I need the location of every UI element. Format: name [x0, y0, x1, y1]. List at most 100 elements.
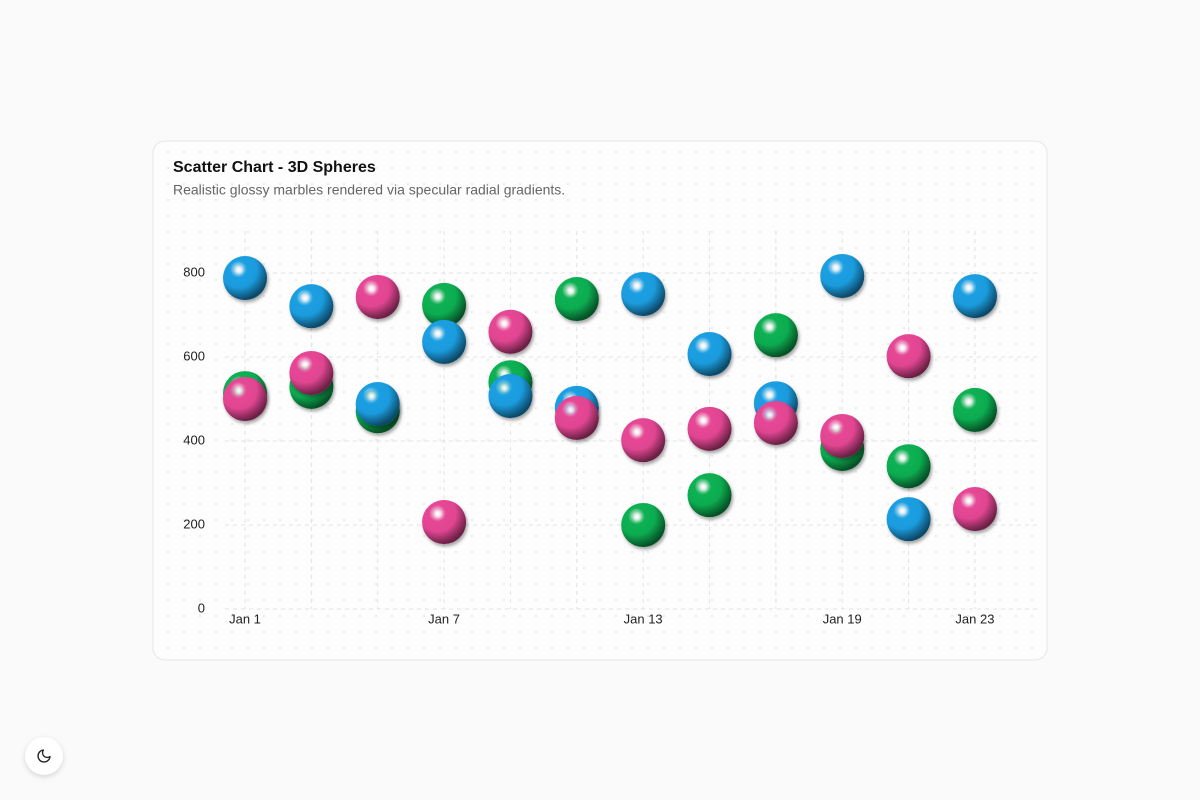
sphere-shade — [687, 332, 732, 377]
sphere-highlight — [632, 281, 643, 291]
sphere — [488, 309, 533, 354]
sphere-shade — [753, 313, 798, 358]
sphere-shade — [554, 395, 599, 440]
sphere-highlight — [764, 322, 775, 333]
sphere-shade — [952, 274, 997, 319]
sphere — [355, 274, 400, 319]
sphere-shade — [422, 319, 467, 364]
sphere — [355, 382, 400, 427]
sphere-highlight — [764, 409, 775, 420]
sphere-highlight — [366, 283, 377, 294]
theme-toggle[interactable] — [25, 737, 63, 775]
sphere-shade — [687, 473, 732, 518]
sphere — [952, 487, 997, 532]
sphere-highlight — [499, 318, 510, 329]
x-tick-label: Jan 7 — [428, 611, 460, 626]
sphere — [621, 503, 666, 547]
y-tick-label: 0 — [198, 600, 205, 615]
sphere — [820, 253, 865, 298]
sphere-shade — [753, 400, 798, 445]
sphere — [289, 350, 334, 395]
chart-title: Scatter Chart - 3D Spheres — [173, 159, 376, 176]
sphere-shade — [886, 444, 931, 489]
sphere-shade — [289, 350, 334, 395]
sphere — [952, 274, 997, 319]
sphere — [223, 377, 267, 421]
sphere — [621, 272, 666, 316]
y-tick-label: 400 — [183, 432, 205, 447]
sphere-highlight — [433, 291, 444, 302]
sphere — [621, 418, 666, 463]
sphere — [554, 277, 599, 322]
sphere — [687, 473, 732, 518]
sphere-highlight — [565, 286, 576, 297]
sphere-highlight — [234, 386, 244, 396]
sphere-shade — [223, 377, 267, 421]
sphere-shade — [422, 500, 467, 545]
sphere — [422, 319, 467, 364]
sphere-highlight — [897, 506, 908, 517]
y-tick-label: 800 — [183, 264, 205, 279]
sphere — [488, 374, 533, 419]
sphere-shade — [820, 413, 865, 458]
sphere-highlight — [565, 404, 576, 415]
sphere-highlight — [963, 396, 974, 407]
sphere-highlight — [764, 390, 775, 401]
sphere-highlight — [698, 482, 709, 493]
sphere — [886, 497, 931, 542]
sphere-highlight — [234, 265, 244, 276]
card-pattern — [154, 142, 1046, 659]
sphere-highlight — [963, 496, 974, 507]
sphere-shade — [886, 497, 931, 542]
sphere-highlight — [300, 293, 311, 304]
sphere-highlight — [698, 415, 709, 426]
sphere-highlight — [897, 343, 908, 354]
sphere-shade — [621, 503, 666, 547]
sphere — [753, 313, 798, 358]
x-tick-label: Jan 1 — [229, 611, 261, 626]
sphere — [886, 334, 931, 379]
sphere-highlight — [831, 262, 842, 273]
sphere-shade — [355, 274, 400, 319]
sphere-shade — [687, 406, 732, 451]
sphere-shade — [952, 387, 997, 432]
moon-icon — [37, 749, 51, 763]
sphere-shade — [488, 309, 533, 354]
sphere-shade — [223, 256, 267, 301]
x-tick-label: Jan 19 — [823, 611, 862, 626]
sphere-shade — [621, 272, 666, 316]
sphere-highlight — [433, 328, 444, 339]
sphere-highlight — [499, 383, 510, 394]
sphere — [554, 395, 599, 440]
sphere-highlight — [698, 341, 709, 352]
sphere — [422, 500, 467, 545]
y-tick-label: 200 — [183, 516, 205, 531]
sphere — [952, 387, 997, 432]
chart-subtitle: Realistic glossy marbles rendered via sp… — [173, 182, 565, 198]
sphere-shade — [621, 418, 666, 463]
sphere-highlight — [300, 359, 311, 370]
sphere-shade — [289, 284, 334, 329]
sphere-shade — [886, 334, 931, 379]
sphere-highlight — [632, 512, 643, 522]
sphere-shade — [820, 253, 865, 298]
sphere — [289, 284, 334, 329]
sphere — [753, 400, 798, 445]
sphere-highlight — [366, 391, 377, 402]
sphere — [820, 413, 865, 458]
sphere — [223, 256, 267, 301]
sphere-highlight — [433, 509, 444, 520]
x-tick-label: Jan 23 — [955, 611, 994, 626]
sphere-shade — [488, 374, 533, 419]
sphere-highlight — [632, 427, 643, 438]
x-tick-label: Jan 13 — [624, 611, 663, 626]
sphere — [687, 406, 732, 451]
y-tick-label: 600 — [183, 348, 205, 363]
sphere — [886, 444, 931, 489]
sphere-highlight — [897, 453, 908, 464]
sphere-shade — [554, 277, 599, 322]
sphere-shade — [355, 382, 400, 427]
sphere — [687, 332, 732, 377]
